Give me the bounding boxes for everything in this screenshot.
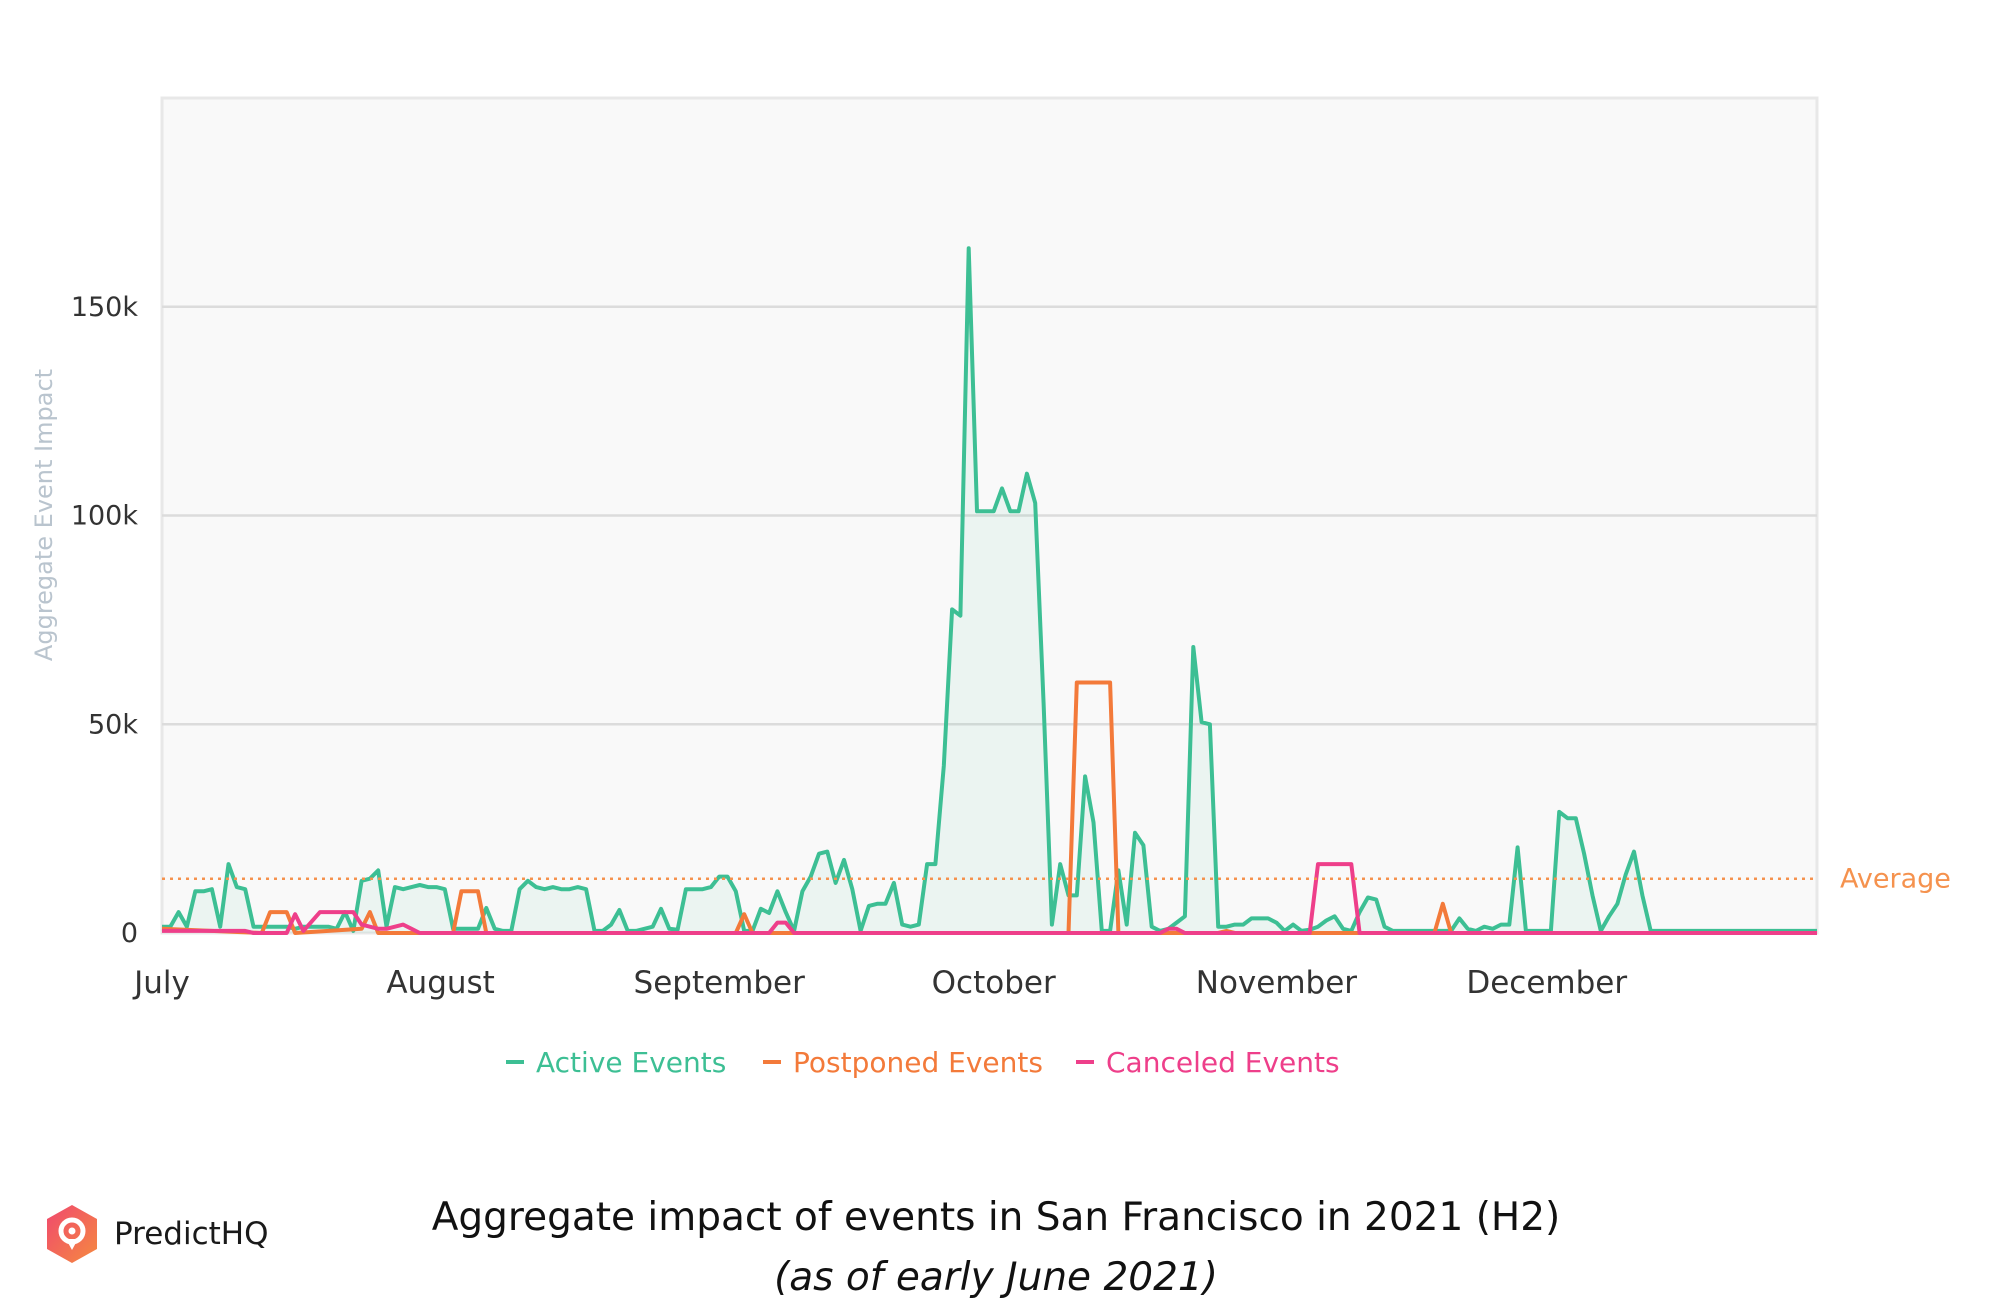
x-ticks: July August September October November Decemb… xyxy=(132,965,1627,1001)
average-label: Average xyxy=(1840,864,1951,895)
active-events-area xyxy=(162,248,1817,934)
predicthq-logo: PredictHQ xyxy=(44,1203,269,1265)
legend-label-postponed-events: Postponed Events xyxy=(793,1046,1043,1079)
legend: Active Events Postponed Events Canceled Ev… xyxy=(506,1046,1340,1079)
active-events-line xyxy=(162,246,1817,933)
x-tick-label: November xyxy=(1196,965,1358,1001)
canceled-events-line xyxy=(162,862,1817,935)
legend-label-active-events: Active Events xyxy=(536,1046,726,1079)
series-layer xyxy=(161,246,1817,935)
y-axis-label: Aggregate Event Impact xyxy=(30,369,58,661)
x-tick-label: October xyxy=(932,965,1056,1001)
chart-subtitle: (as of early June 2021) xyxy=(774,1255,1218,1300)
y-tick-label: 0 xyxy=(121,918,138,949)
y-tick-label: 150k xyxy=(71,292,139,323)
chart-title: Aggregate impact of events in San Franci… xyxy=(431,1195,1561,1240)
x-tick-label: August xyxy=(386,965,495,1001)
x-tick-label: September xyxy=(634,965,806,1001)
legend-label-canceled-events: Canceled Events xyxy=(1106,1046,1340,1079)
grid xyxy=(162,305,1817,726)
x-tick-label: December xyxy=(1466,965,1627,1001)
logo-text: PredictHQ xyxy=(114,1216,269,1252)
logo-icon xyxy=(47,1205,97,1263)
y-tick-label: 50k xyxy=(88,709,138,740)
x-tick-label: July xyxy=(132,965,190,1001)
y-tick-label: 100k xyxy=(71,501,139,532)
y-ticks: 0 50k 100k 150k xyxy=(71,292,139,949)
